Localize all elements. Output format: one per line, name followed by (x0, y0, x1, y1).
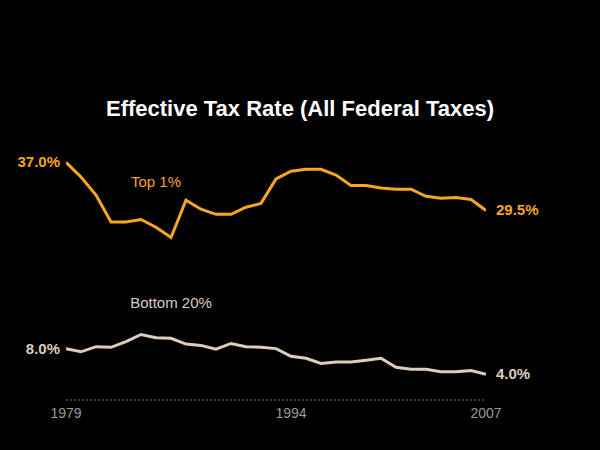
svg-text:2007: 2007 (470, 405, 501, 421)
svg-text:Bottom 20%: Bottom 20% (130, 294, 212, 311)
svg-text:29.5%: 29.5% (496, 201, 539, 218)
svg-text:8.0%: 8.0% (26, 340, 60, 357)
svg-text:1979: 1979 (50, 405, 81, 421)
svg-text:37.0%: 37.0% (17, 153, 60, 170)
svg-text:4.0%: 4.0% (496, 365, 530, 382)
svg-text:Top 1%: Top 1% (131, 173, 181, 190)
svg-text:1994: 1994 (275, 405, 306, 421)
html-text:Effective Tax Rate (All Federa: Effective Tax Rate (All Federal Taxes) (106, 96, 494, 121)
